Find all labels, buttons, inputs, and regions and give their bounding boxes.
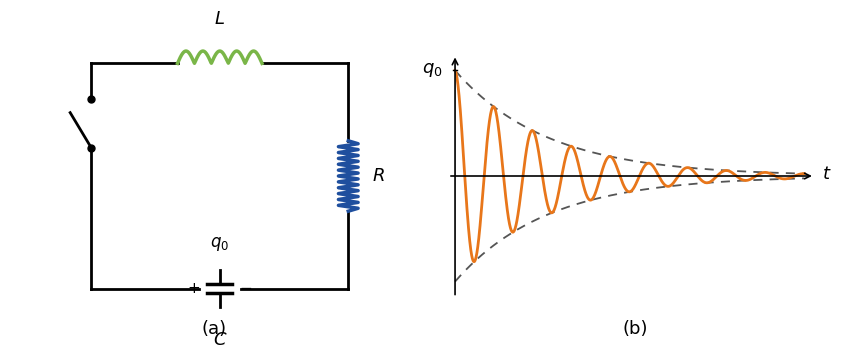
Text: (a): (a) (202, 320, 227, 338)
Text: C: C (214, 331, 227, 349)
Text: $q_0$: $q_0$ (210, 235, 229, 253)
Text: $t$: $t$ (822, 165, 831, 183)
Text: R: R (373, 167, 385, 185)
Text: −: − (239, 281, 252, 296)
Text: $q_0$: $q_0$ (422, 61, 443, 80)
Text: (b): (b) (622, 320, 648, 338)
Text: +: + (187, 281, 200, 296)
Text: L: L (214, 10, 225, 28)
